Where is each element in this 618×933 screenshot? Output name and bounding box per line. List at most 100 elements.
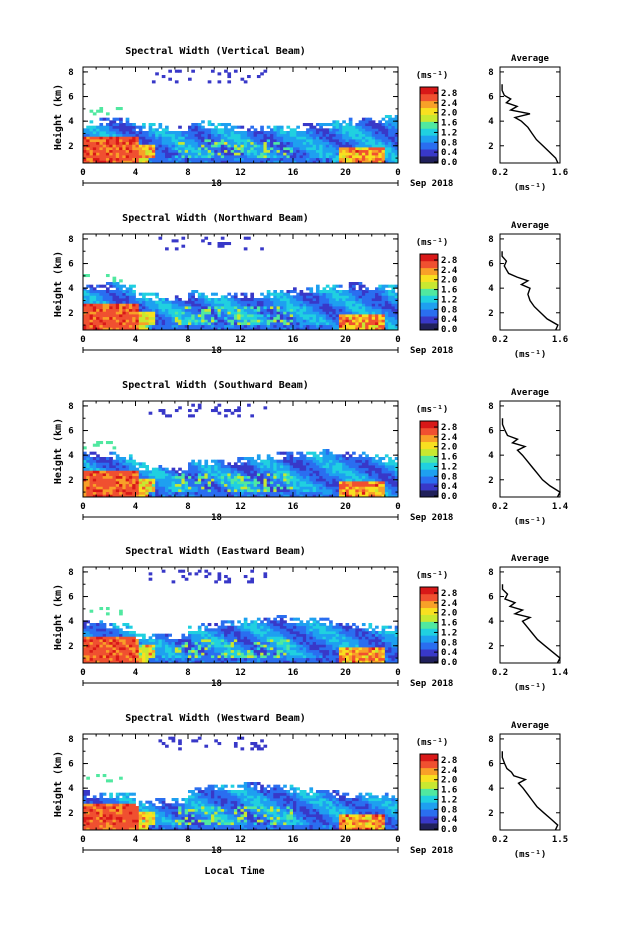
heatmap-cell: [188, 128, 192, 131]
y-axis-label: Height (km): [52, 418, 64, 484]
heatmap-cell: [352, 303, 356, 306]
heatmap-cell: [280, 314, 284, 317]
heatmap-cell: [332, 486, 336, 489]
heatmap-cell: [368, 325, 372, 328]
heatmap-cell: [145, 158, 149, 161]
heatmap-cell: [283, 311, 287, 314]
heatmap-title: Spectral Width (Southward Beam): [122, 379, 309, 391]
heatmap-cell: [201, 128, 205, 131]
heatmap-cell: [181, 486, 185, 489]
heatmap-cell: [267, 489, 271, 492]
heatmap-cell: [382, 319, 386, 322]
heatmap-cell: [116, 319, 120, 322]
heatmap-cell: [273, 142, 277, 145]
heatmap-cell: [195, 139, 199, 142]
heatmap-cell: [113, 147, 117, 150]
heatmap-cell: [211, 325, 215, 328]
heatmap-cell: [283, 147, 287, 150]
heatmap-cell: [165, 319, 169, 322]
heatmap-cell: [339, 468, 343, 471]
heatmap-cell: [352, 295, 356, 298]
heatmap-cell: [365, 311, 369, 314]
heatmap-cell: [152, 134, 156, 137]
heatmap-cell: [145, 147, 149, 150]
heatmap-cell: [113, 314, 117, 317]
heatmap-cell: [293, 476, 297, 479]
heatmap-cell: [113, 306, 117, 309]
heatmap-cell: [129, 650, 133, 653]
heatmap-cell: [178, 473, 182, 476]
heatmap-cell: [129, 481, 133, 484]
heatmap-cell: [201, 317, 205, 320]
heatmap-cell: [93, 144, 97, 147]
heatmap-cell: [247, 144, 251, 147]
heatmap-cell: [224, 139, 228, 142]
heatmap-cell: [382, 476, 386, 479]
heatmap-cell: [323, 139, 327, 142]
heatmap-cell: [316, 152, 320, 155]
heatmap-cell: [129, 454, 133, 457]
heatmap-cell: [355, 319, 359, 322]
heatmap-cell: [211, 131, 215, 134]
heatmap-cell: [388, 285, 392, 288]
heatmap-cell: [244, 237, 248, 240]
heatmap-cell: [119, 120, 123, 123]
heatmap-cell: [270, 481, 274, 484]
heatmap-cell: [303, 484, 307, 487]
heatmap-cell: [158, 126, 162, 129]
heatmap-title: Spectral Width (Northward Beam): [122, 212, 309, 224]
heatmap-cell: [155, 134, 159, 137]
heatmap-cell: [316, 287, 320, 290]
heatmap-cell: [385, 295, 389, 298]
heatmap-cell: [113, 123, 117, 126]
heatmap-cell: [162, 481, 166, 484]
heatmap-cell: [260, 489, 264, 492]
heatmap-cell: [346, 468, 350, 471]
average-x-tick-label: 1.6: [552, 168, 568, 178]
heatmap-cell: [162, 134, 166, 137]
heatmap-cell: [332, 473, 336, 476]
heatmap-cell: [306, 155, 310, 158]
heatmap-cell: [323, 293, 327, 296]
heatmap-cell: [352, 314, 356, 317]
heatmap-cell: [96, 658, 100, 661]
heatmap-cell: [231, 319, 235, 322]
heatmap-cell: [241, 325, 245, 328]
heatmap-cell: [149, 492, 153, 495]
heatmap-cell: [349, 322, 353, 325]
heatmap-cell: [93, 652, 97, 655]
x-tick-label: 0: [395, 502, 400, 512]
heatmap-cell: [385, 120, 389, 123]
heatmap-cell: [191, 144, 195, 147]
heatmap-cell: [326, 144, 330, 147]
heatmap-cell: [158, 476, 162, 479]
heatmap-cell: [175, 409, 179, 412]
heatmap-cell: [283, 136, 287, 139]
heatmap-cell: [313, 454, 317, 457]
heatmap-cell: [162, 131, 166, 134]
heatmap-cell: [260, 325, 264, 328]
heatmap-cell: [122, 486, 126, 489]
heatmap-cell: [126, 317, 130, 320]
heatmap-cell: [149, 293, 153, 296]
heatmap-cell: [359, 128, 363, 131]
heatmap-cell: [198, 478, 202, 481]
heatmap-cell: [355, 301, 359, 304]
heatmap-cell: [247, 301, 251, 304]
heatmap-cell: [247, 470, 251, 473]
heatmap-cell: [139, 484, 143, 487]
heatmap-cell: [306, 150, 310, 153]
heatmap-cell: [296, 152, 300, 155]
heatmap-cell: [191, 489, 195, 492]
heatmap-cell: [116, 107, 120, 110]
heatmap-cell: [136, 147, 140, 150]
heatmap-cell: [368, 489, 372, 492]
heatmap-cell: [365, 150, 369, 153]
heatmap-cell: [83, 306, 87, 309]
heatmap-cell: [165, 139, 169, 142]
heatmap-cell: [388, 293, 392, 296]
heatmap-cell: [83, 139, 87, 142]
heatmap-cell: [385, 115, 389, 118]
heatmap-cell: [365, 139, 369, 142]
heatmap-cell: [191, 290, 195, 293]
